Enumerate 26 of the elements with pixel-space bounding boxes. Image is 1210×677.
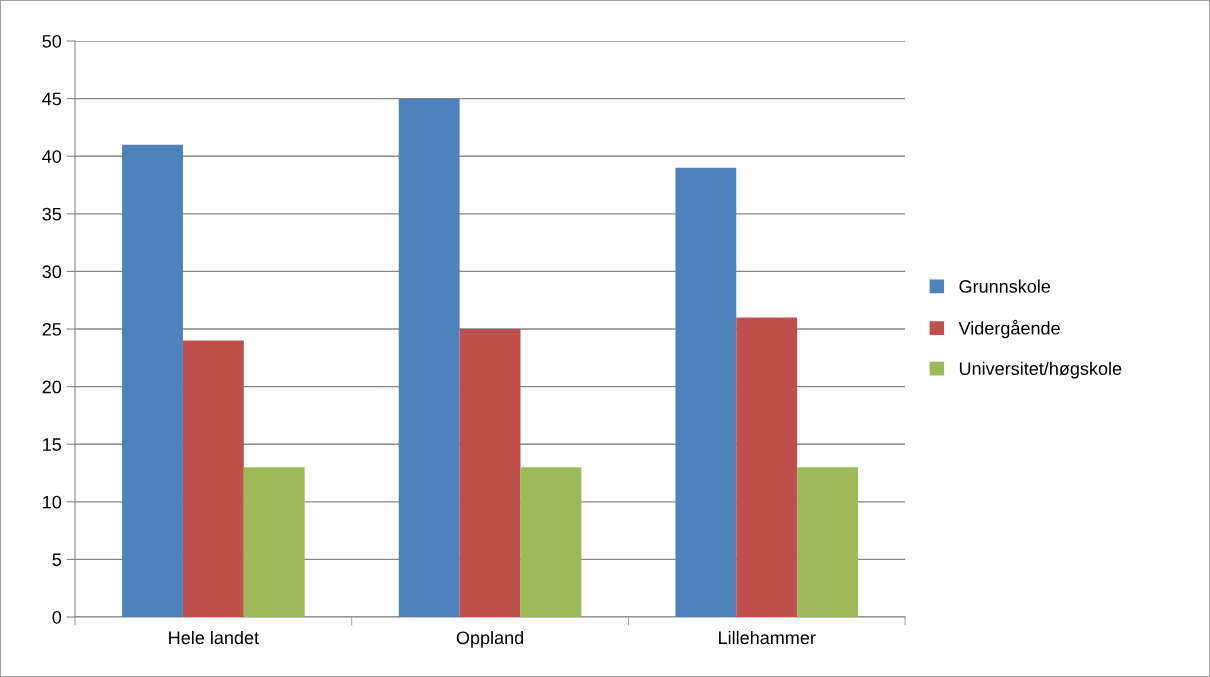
y-tick-label: 25 [42,322,62,336]
bar [398,98,460,618]
y-tick-label: 40 [42,150,62,163]
legend-label: Vidergående [958,319,1060,339]
bar [520,467,582,618]
y-tick-label: 45 [42,92,62,106]
y-tick-label: 10 [43,495,62,509]
y-tick-label: 30 [42,265,62,279]
bar [797,467,859,618]
bar [459,329,521,618]
bar [122,144,183,618]
bar [675,167,737,618]
x-tick-label: Oppland [456,630,524,648]
x-tick-label: Hele landet [169,630,259,645]
y-tick-label: 35 [42,207,62,221]
bar [736,317,798,618]
y-tick-label: 20 [42,380,62,394]
x-tick-label: Lillehammer [719,630,816,645]
bar [243,467,305,618]
y-tick-label: 15 [43,438,62,451]
y-tick-label: 50 [42,34,62,48]
bar [182,340,244,618]
y-tick-label: 0 [52,610,62,624]
legend-label: Grunnskole [959,279,1051,293]
legend-label: Universitet/høgskole [959,361,1122,379]
y-tick-label: 5 [52,553,62,567]
